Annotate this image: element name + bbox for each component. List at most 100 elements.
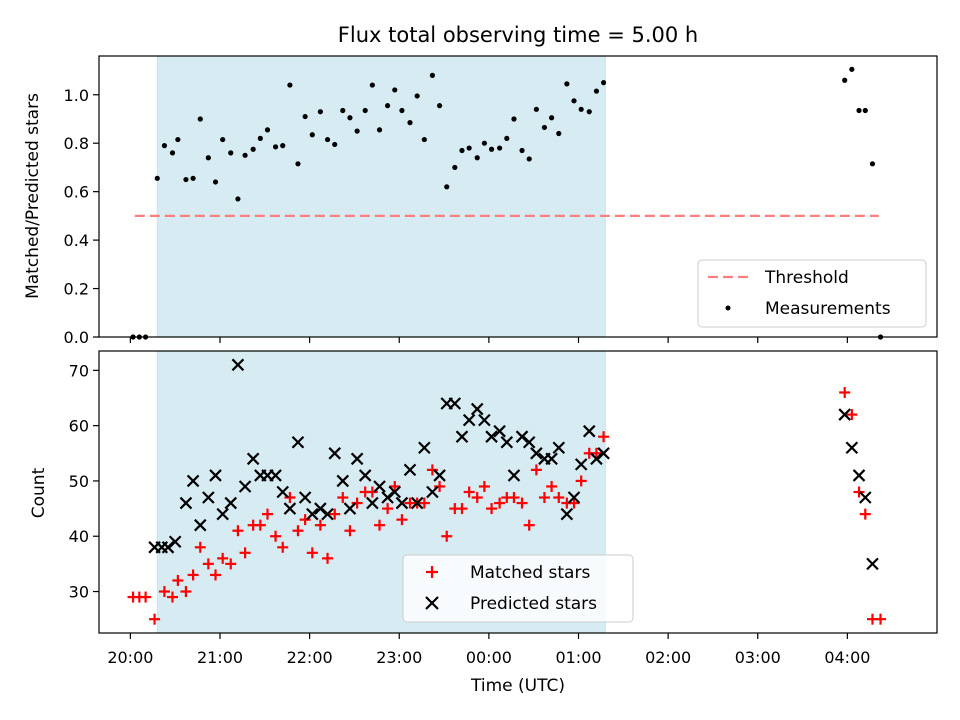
matched-star-marker: [382, 503, 394, 515]
predicted-star-marker: [448, 397, 462, 410]
y-tick-label: 0.8: [64, 134, 89, 153]
measurement-point: [212, 179, 219, 185]
measurement-point: [302, 113, 308, 120]
matched-star-marker: [508, 492, 520, 504]
predicted-star-marker: [470, 402, 484, 416]
matched-star-marker: [337, 492, 349, 504]
predicted-star-marker: [590, 452, 603, 466]
x-tick-label: 20:00: [107, 648, 153, 667]
measurement-point: [280, 143, 286, 149]
measurement-point: [556, 130, 562, 137]
bottom-x-axis-ticks: 20:00 21:00 22:00 23:00 00:00 01:00 02:00 03:00…: [107, 633, 870, 667]
measurement-point: [533, 106, 539, 112]
measurement-points: [130, 66, 884, 340]
legend-predicted-swatch: [425, 596, 439, 610]
x-tick-label: 02:00: [645, 648, 691, 667]
predicted-star-marker: [388, 485, 402, 499]
predicted-star-marker: [179, 496, 193, 510]
measurement-point: [205, 155, 211, 161]
measurement-point: [593, 88, 600, 94]
predicted-star-marker: [403, 463, 417, 477]
measurement-point: [862, 107, 868, 114]
measurement-point: [257, 135, 263, 141]
measurement-point: [295, 161, 301, 167]
matched-star-marker: [172, 574, 184, 586]
predicted-star-marker: [283, 502, 297, 515]
chart-title: Flux total observing time = 5.00 h: [338, 23, 698, 47]
x-tick-label: 03:00: [735, 648, 781, 667]
counts-panel: 30 40 50 60 70 20:00 21:00 22:00 23:00 00:00 01:0…: [29, 350, 938, 696]
measurement-point: [399, 107, 405, 114]
measurement-point: [154, 175, 160, 181]
measurement-point: [384, 103, 391, 109]
matched-star-marker: [366, 486, 378, 498]
measurement-point: [340, 107, 346, 114]
legend-predicted-label: Predicted stars: [470, 594, 597, 614]
predicted-star-marker: [314, 502, 327, 515]
matched-star-marker: [546, 480, 558, 492]
predicted-star-marker: [515, 430, 529, 443]
matched-star-marker: [217, 552, 229, 564]
measurement-point: [287, 82, 293, 88]
measurement-point: [444, 184, 450, 190]
predicted-star-marker: [838, 408, 851, 421]
measurement-point: [856, 107, 862, 114]
predicted-star-marker: [224, 496, 238, 510]
y-tick-label: 40: [69, 527, 89, 546]
matched-star-marker: [239, 547, 251, 559]
predicted-star-marker: [866, 557, 879, 571]
measurement-point: [519, 147, 525, 154]
predicted-star-marker: [582, 424, 596, 438]
matched-star-marker: [306, 547, 318, 559]
matched-star-marker: [225, 558, 237, 570]
predicted-star-marker: [507, 469, 521, 482]
matched-star-marker: [261, 508, 273, 520]
predicted-star-marker: [161, 541, 175, 554]
matched-star-marker: [187, 569, 199, 581]
predicted-star-marker: [410, 496, 424, 510]
matched-star-marker: [396, 514, 408, 526]
predicted-star-marker: [478, 413, 491, 427]
matched-star-marker: [575, 475, 587, 487]
matched-star-marker: [149, 613, 161, 625]
matched-star-marker: [194, 541, 206, 553]
y-tick-label: 1.0: [64, 86, 89, 105]
matched-star-marker: [516, 497, 528, 509]
measurement-point: [197, 116, 203, 122]
matched-star-marker: [553, 492, 565, 504]
matched-star-marker: [284, 492, 296, 504]
predicted-star-marker: [552, 441, 566, 455]
predicted-star-marker: [336, 474, 350, 488]
matched-star-marker: [389, 480, 401, 492]
measurement-point: [347, 115, 353, 121]
measurement-point: [511, 116, 517, 122]
measurement-point: [436, 103, 443, 109]
matched-star-marker: [538, 492, 550, 504]
x-tick-label: 00:00: [466, 648, 512, 667]
measurement-point: [190, 175, 196, 181]
matched-star-marker: [351, 497, 363, 509]
predicted-star-marker: [276, 485, 290, 499]
predicted-star-marker: [186, 474, 200, 488]
matched-star-marker: [277, 541, 289, 553]
measurement-point: [421, 136, 427, 143]
predicted-star-marker: [291, 435, 305, 449]
matched-star-marker: [441, 530, 453, 542]
measurement-point: [250, 146, 256, 152]
predicted-star-marker: [366, 496, 379, 510]
predicted-star-marker: [395, 496, 409, 510]
measurement-point: [161, 143, 168, 149]
measurement-point: [183, 176, 189, 183]
measurement-point: [362, 107, 368, 114]
measurement-point: [488, 146, 495, 152]
measurement-point: [578, 106, 584, 112]
measurement-point: [414, 93, 420, 99]
predicted-star-marker: [455, 430, 469, 443]
predicted-star-marker: [574, 458, 588, 471]
measurement-point: [309, 132, 315, 138]
predicted-star-marker: [216, 507, 229, 521]
predicted-star-marker: [350, 452, 364, 466]
matched-star-marker: [853, 486, 865, 498]
matched-star-marker: [590, 447, 602, 459]
